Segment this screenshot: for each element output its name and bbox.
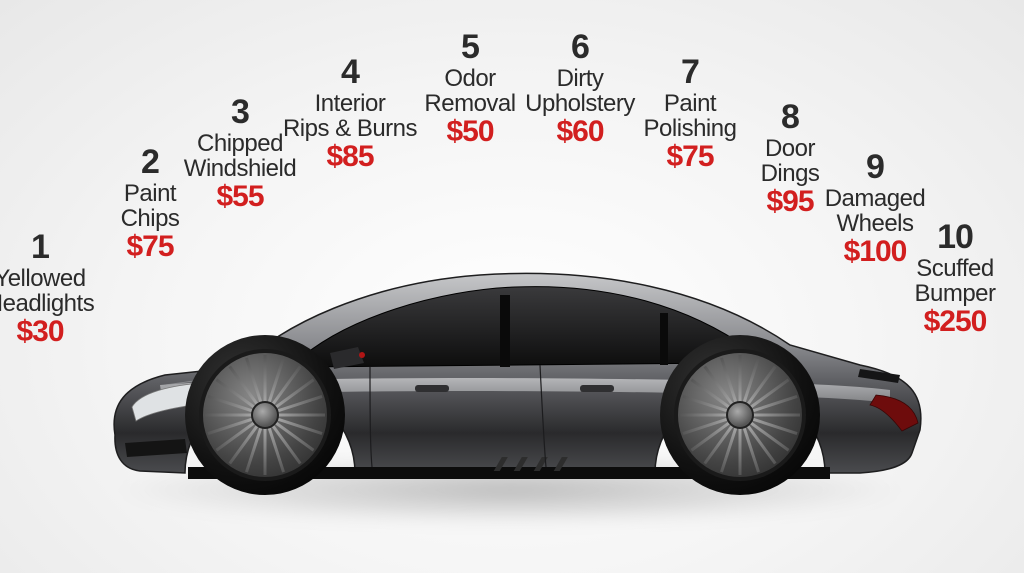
callout-price: $60 — [525, 116, 635, 148]
callout-number: 5 — [424, 30, 515, 66]
callout-label: Interior Rips & Burns — [283, 91, 417, 141]
callout-price: $55 — [184, 181, 296, 213]
callout-7: 7 Paint Polishing $75 — [644, 55, 737, 173]
callout-5: 5 Odor Removal $50 — [424, 30, 515, 148]
callout-label: Chipped Windshield — [184, 131, 296, 181]
callout-label: Damaged Wheels — [825, 186, 926, 236]
callout-label: Paint Chips — [121, 181, 180, 231]
callout-number: 9 — [825, 150, 926, 186]
callout-number: 3 — [184, 95, 296, 131]
callout-price: $75 — [644, 141, 737, 173]
callout-label: Dirty Upholstery — [525, 66, 635, 116]
callout-label: Paint Polishing — [644, 91, 737, 141]
callout-price: $50 — [424, 116, 515, 148]
rear-wheel — [660, 335, 820, 495]
callout-number: 7 — [644, 55, 737, 91]
callout-price: $95 — [761, 186, 820, 218]
callout-label: Door Dings — [761, 136, 820, 186]
car-illustration — [70, 235, 950, 515]
callout-label: Odor Removal — [424, 66, 515, 116]
callout-number: 4 — [283, 55, 417, 91]
callout-number: 8 — [761, 100, 820, 136]
callout-number: 6 — [525, 30, 635, 66]
callout-8: 8 Door Dings $95 — [761, 100, 820, 218]
callout-6: 6 Dirty Upholstery $60 — [525, 30, 635, 148]
callout-price: $85 — [283, 141, 417, 173]
front-wheel — [185, 335, 345, 495]
callout-number: 2 — [121, 145, 180, 181]
callout-3: 3 Chipped Windshield $55 — [184, 95, 296, 213]
callout-4: 4 Interior Rips & Burns $85 — [283, 55, 417, 173]
